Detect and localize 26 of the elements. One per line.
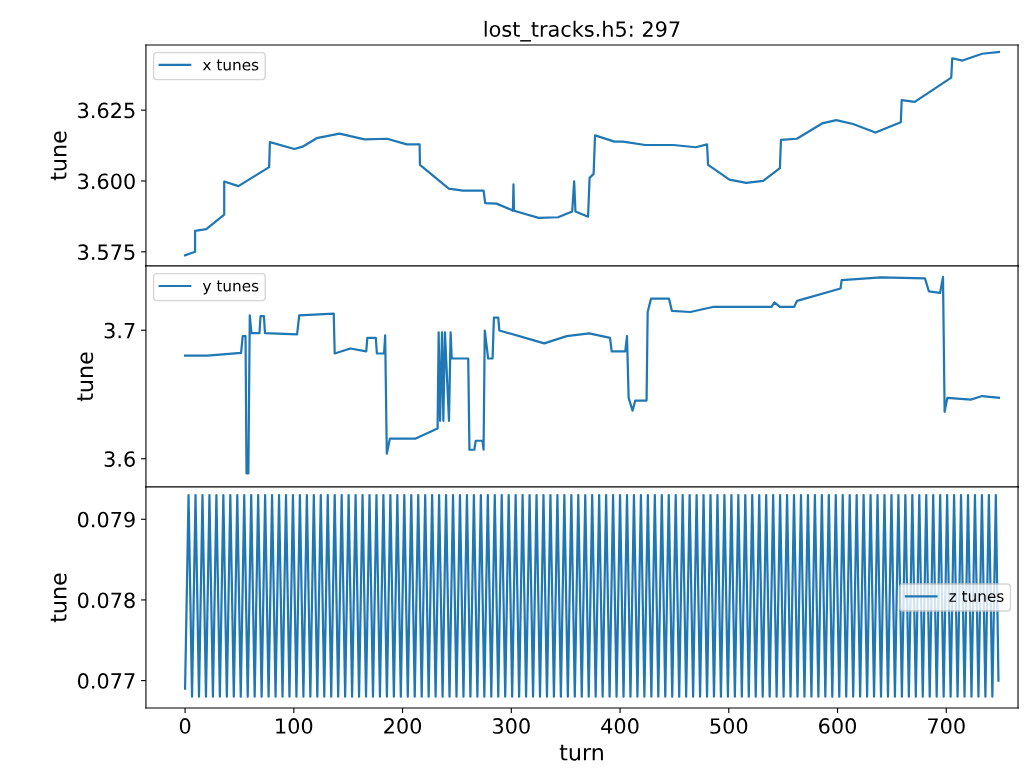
y-tick-label: 0.078	[77, 592, 135, 609]
x-tick-label: 0	[179, 718, 191, 734]
y-tick-label: 0.077	[77, 673, 135, 689]
y-axis-title: tune	[50, 131, 67, 181]
y-tick-label: 3.575	[78, 244, 135, 261]
y-axis-title: tune	[77, 352, 94, 402]
y-axis-title: tune	[50, 573, 67, 623]
x-tick-label: 100	[276, 718, 313, 734]
y-tick-label: 3.625	[78, 102, 135, 119]
x-tick-label: 300	[493, 718, 530, 734]
x-tick-label: 500	[710, 718, 748, 734]
legend-label: x tunes	[202, 59, 259, 71]
x-tick-label: 200	[384, 718, 422, 734]
x-axis-title: turn	[559, 744, 603, 761]
x-tick-label: 700	[928, 718, 965, 734]
y-tick-label: 3.600	[78, 173, 135, 190]
x-tick-label: 600	[819, 718, 857, 734]
y-tick-label: 3.6	[104, 451, 135, 467]
y-tick-label: 3.7	[104, 322, 135, 339]
line-series	[183, 275, 1001, 475]
legend-label: z tunes	[949, 591, 1004, 602]
legend-label: y tunes	[202, 280, 259, 295]
line-series	[183, 50, 1001, 257]
chart-title: lost_tracks.h5: 297	[484, 20, 680, 42]
x-tick-label: 400	[601, 718, 639, 734]
y-tick-label: 0.079	[77, 511, 135, 528]
